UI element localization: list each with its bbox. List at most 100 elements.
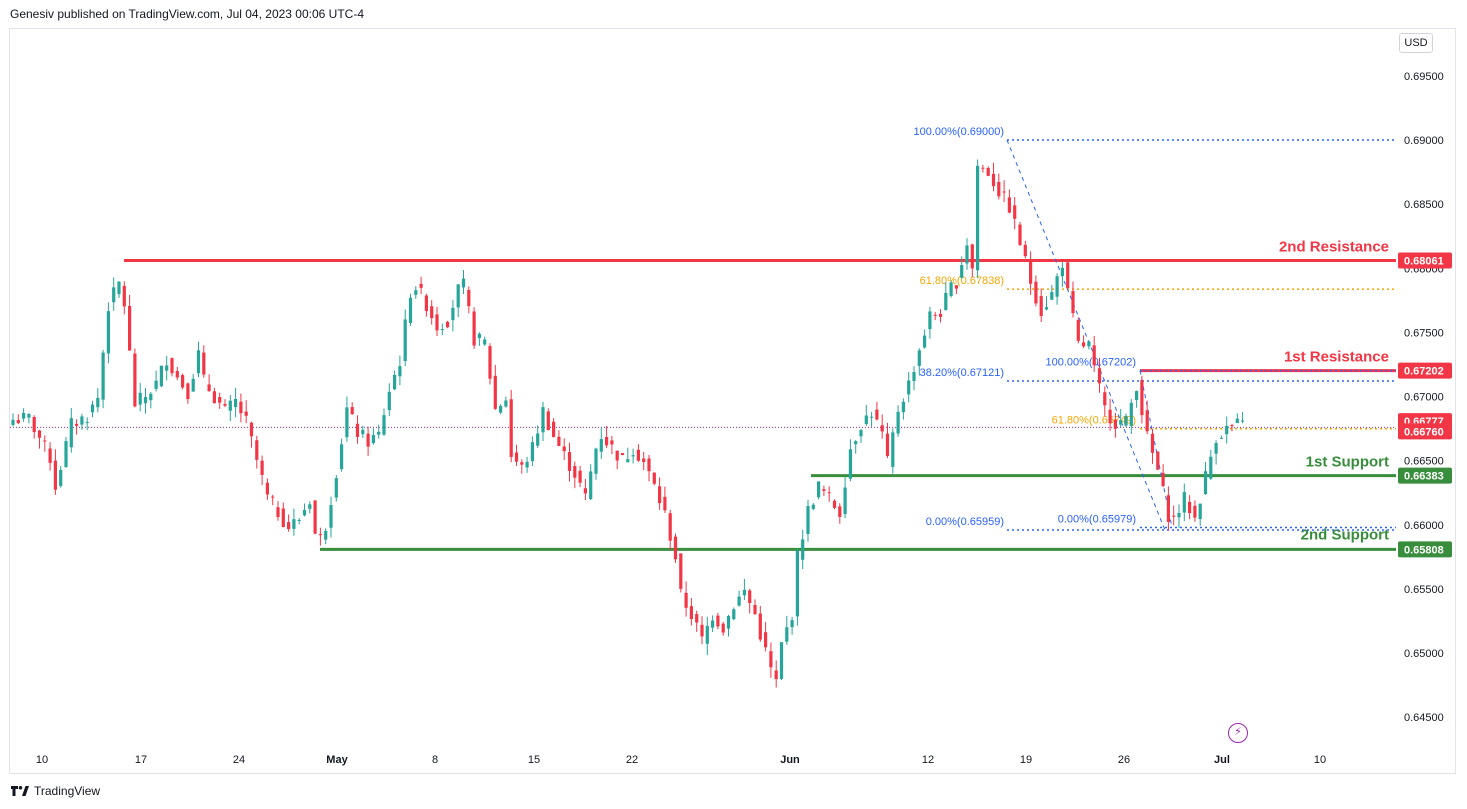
candle-body [1087, 341, 1091, 347]
candle-body [128, 305, 132, 351]
level-label: 2nd Support [1301, 526, 1389, 543]
candle-body [716, 615, 720, 627]
candle-body [838, 506, 842, 517]
candle-body [159, 365, 163, 387]
candle-body [530, 442, 534, 462]
level-price-text: 0.66383 [1404, 471, 1444, 483]
tradingview-logo-icon [11, 786, 29, 796]
candle-body [22, 412, 26, 419]
candle-body [96, 397, 100, 408]
level-price-text: 0.65808 [1404, 544, 1444, 556]
candle-body [1203, 471, 1208, 495]
candle-body [1140, 380, 1144, 416]
candle-body [610, 440, 614, 445]
candle-body [239, 401, 243, 414]
candle-body [170, 358, 174, 374]
candle-body [355, 423, 360, 437]
x-tick-label: 10 [1314, 754, 1326, 766]
candles-layer [11, 159, 1245, 688]
candle-body [1039, 296, 1043, 317]
candle-body [965, 245, 969, 264]
x-tick-label: May [326, 754, 348, 766]
candle-body [891, 432, 895, 467]
y-tick-label: 0.68500 [1404, 199, 1444, 211]
candle-body [822, 489, 826, 491]
candle-body [864, 415, 868, 425]
candle-body [165, 365, 169, 371]
candle-body [48, 448, 52, 463]
candle-body [811, 504, 815, 509]
candle-body [271, 496, 275, 498]
brand-label: TradingView [34, 784, 101, 798]
y-tick-label: 0.66500 [1404, 456, 1444, 468]
fib-level-label: 0.00%(0.65959) [926, 516, 1004, 528]
level-price-tag [1398, 467, 1452, 484]
candle-body [658, 486, 662, 504]
candle-body [509, 399, 513, 457]
candle-body [154, 380, 158, 389]
candle-body [753, 604, 757, 615]
candle-body [1129, 402, 1133, 426]
footer[interactable]: TradingView [11, 784, 100, 798]
fib-level-label: 100.00%(0.67202) [1045, 357, 1136, 369]
candle-body [202, 352, 206, 375]
candle-body [117, 281, 121, 295]
candle-body [64, 441, 68, 467]
candle-body [636, 449, 640, 461]
fib-level-label: 61.80%(0.66749) [1052, 415, 1136, 427]
candle-body [212, 391, 216, 404]
candle-body [175, 371, 179, 378]
candle-body [742, 589, 746, 596]
candle-body [1235, 418, 1239, 423]
candle-body [567, 451, 572, 471]
candle-body [1023, 244, 1027, 257]
candle-body [949, 282, 953, 297]
candle-body [260, 460, 264, 475]
candle-body [387, 391, 391, 411]
candle-body [414, 290, 418, 295]
candle-body [249, 422, 254, 437]
lightning-icon[interactable]: ⚡ [1228, 723, 1248, 743]
candle-body [1166, 495, 1170, 522]
candle-body [393, 374, 397, 390]
candle-body [981, 167, 985, 169]
candle-body [1108, 409, 1112, 424]
currency-button[interactable]: USD [1399, 33, 1433, 53]
candle-body [276, 507, 280, 518]
fib-level-label: 0.00%(0.65979) [1058, 513, 1136, 525]
candle-body [1182, 492, 1186, 513]
candle-body [907, 380, 911, 395]
candle-body [594, 448, 598, 474]
candle-body [350, 407, 354, 415]
candle-body [472, 311, 476, 346]
candle-body [467, 289, 471, 307]
candle-body [689, 606, 693, 620]
candle-body [27, 414, 31, 418]
candle-body [281, 508, 285, 528]
y-tick-label: 0.66000 [1404, 520, 1444, 532]
candle-body [398, 366, 402, 377]
level-price-text: 0.68061 [1404, 255, 1444, 267]
level-price-tag [1398, 541, 1452, 558]
y-tick-label: 0.65500 [1404, 584, 1444, 596]
candle-body [806, 506, 810, 534]
candle-body [870, 416, 874, 418]
y-tick-label: 0.64500 [1404, 712, 1444, 724]
candle-body [318, 534, 322, 536]
current-price-text: 0.66760 [1404, 426, 1444, 438]
candle-body [313, 500, 317, 534]
candle-body [583, 488, 587, 494]
candle-body [308, 504, 312, 509]
y-tick-label: 0.67500 [1404, 327, 1444, 339]
candle-body [223, 404, 227, 406]
fibonacci-layer: 100.00%(0.69000) 61.80%(0.67838) 38.20%(0.… [913, 126, 1396, 531]
candle-body [1230, 425, 1234, 427]
candle-body [557, 436, 561, 446]
candle-body [525, 461, 529, 468]
candle-body [1113, 419, 1117, 429]
price-tags-layer: 0.680610.672020.663830.658080.667770.667… [1398, 252, 1452, 558]
candle-body [122, 285, 126, 307]
candle-body [917, 350, 921, 366]
candle-body [901, 401, 905, 413]
